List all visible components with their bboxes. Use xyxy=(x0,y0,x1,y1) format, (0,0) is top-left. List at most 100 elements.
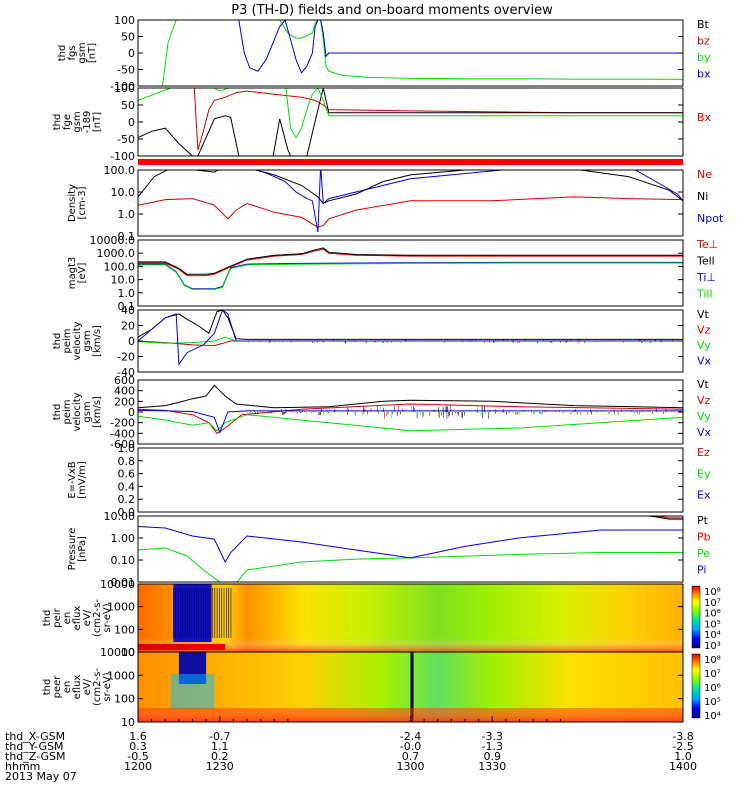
x-axis-area: thd_X-GSM thd_Y-GSM thd_Z-GSM hhmm 2013 … xyxy=(5,716,697,783)
legend-Vt: Vt xyxy=(697,308,710,321)
y-axis-label: gsm xyxy=(82,330,93,351)
colorbar-tick-label: 10⁵ xyxy=(704,697,721,708)
row-label-y-gsm: thd_Y-GSM xyxy=(5,740,64,753)
legend-Vt: Vt xyxy=(697,378,710,391)
series-temperature-Te⊥ xyxy=(138,248,683,277)
y-axis-label: en xyxy=(62,612,73,625)
electron-low-energy-band xyxy=(138,708,683,722)
legend-Bx: Bx xyxy=(697,111,712,124)
y-axis-label: [km/s] xyxy=(92,396,103,428)
colorbar-tick-label: 10⁶ xyxy=(704,609,721,620)
y-tick-label: -20 xyxy=(117,351,135,364)
x-axis-columns: 1.60.3-0.51200-0.71.10.21230-2.4-0.00.71… xyxy=(124,716,697,773)
series-fge-By xyxy=(138,88,683,139)
y-tick-label: 100 xyxy=(114,82,135,95)
y-tick-label: 100.0 xyxy=(104,164,136,177)
y-tick-label: 1.0 xyxy=(118,287,136,300)
panel-fgs: 100 50 0 -50 -100 thd fgs gsm [nT] Bt bz by bx xyxy=(57,14,711,93)
y-axis-label: peir xyxy=(52,607,63,627)
legend-Ez: Ez xyxy=(697,446,710,459)
lines-fgs xyxy=(138,20,683,86)
y-axis-label: thd xyxy=(57,45,68,62)
series-temperature-Tell xyxy=(138,247,683,275)
y-axis-label: [eV] xyxy=(77,263,88,284)
y-tick-label: 0.2 xyxy=(118,493,136,506)
x-tick-value: 0.7 xyxy=(402,750,420,763)
y-axis-label: [nT] xyxy=(92,112,103,132)
colorbar-tick-label: 10⁴ xyxy=(704,711,721,722)
legend-Till: Till xyxy=(696,288,713,301)
lines-pressure xyxy=(138,516,683,582)
y-tick-label: 50 xyxy=(121,99,135,112)
y-axis-label: E=-VxB xyxy=(67,461,78,498)
gap-separator-bar xyxy=(138,159,683,165)
legend-Vz: Vz xyxy=(697,394,711,407)
legend-Vy: Vy xyxy=(697,410,711,423)
panel-frame xyxy=(137,515,684,583)
y-axis-label: en xyxy=(62,681,73,694)
y-axis-label: thd xyxy=(42,610,53,627)
x-tick-value: -3.8 xyxy=(672,730,693,743)
series-velocity_mom-Vt xyxy=(138,310,683,340)
row-label-hhmm: hhmm xyxy=(5,760,40,773)
y-tick-label: 100 xyxy=(114,693,135,706)
y-axis-label: velocity xyxy=(72,392,83,431)
y-axis-label: gsm xyxy=(77,42,88,63)
x-tick-value: 0.3 xyxy=(129,740,147,753)
y-tick-label: 0.01 xyxy=(111,576,136,589)
x-tick-value: -3.3 xyxy=(482,730,503,743)
chart-title: P3 (TH-D) fields and on-board moments ov… xyxy=(231,3,553,18)
y-tick-label: 0.1 xyxy=(118,230,136,243)
y-tick-label: 1000.0 xyxy=(97,247,136,260)
y-axis-label: gsm xyxy=(82,401,93,422)
y-tick-label: 10000 xyxy=(100,578,135,591)
series-velocity_esa-Vx xyxy=(138,409,683,434)
x-tick-value: -0.5 xyxy=(127,750,148,763)
legend-Tell: Tell xyxy=(696,255,715,268)
x-tick-value: 0.9 xyxy=(484,750,502,763)
colorbar-tick-label: 10³ xyxy=(704,641,721,652)
x-tick-value: 1230 xyxy=(206,760,234,773)
y-axis-label: thd xyxy=(42,679,53,696)
y-axis-label: sr-eV) xyxy=(102,603,113,632)
y-tick-label: 600 xyxy=(114,374,135,387)
x-tick-value: 1330 xyxy=(478,760,506,773)
series-temperature-Till xyxy=(138,262,683,290)
y-tick-label: 10000 xyxy=(100,646,135,659)
legend-Vy: Vy xyxy=(697,339,711,352)
x-tick-value: -0.7 xyxy=(209,730,230,743)
panel-frame xyxy=(137,239,684,307)
series-density-Npot xyxy=(254,170,683,233)
y-axis-label: fge xyxy=(62,114,73,130)
y-axis-label: peim xyxy=(62,399,73,424)
lines-velocity_esa xyxy=(138,384,683,434)
y-tick-label: 1000 xyxy=(107,669,135,682)
y-tick-label: 0 xyxy=(128,335,135,348)
series-fgs-by xyxy=(138,20,683,86)
y-tick-label: 100 xyxy=(114,623,135,636)
y-tick-label: 0.6 xyxy=(118,468,136,481)
y-axis-label: Pressure xyxy=(67,528,78,571)
y-tick-label: 10 xyxy=(121,716,135,729)
y-axis-label: gsm xyxy=(72,111,83,132)
y-axis-label: velocity xyxy=(72,321,83,360)
y-tick-label: 0.0 xyxy=(118,506,136,519)
colorbar-tick-label: 10⁴ xyxy=(704,630,721,641)
electron-data-gap-line xyxy=(410,652,414,722)
spectrogram-spec_ion xyxy=(138,584,683,652)
colorbar-tick-label: 10⁷ xyxy=(704,598,721,609)
y-axis-label: [nPa] xyxy=(77,536,88,562)
x-tick-value: 1.6 xyxy=(129,730,147,743)
y-axis-label: Density xyxy=(67,184,78,222)
lines-temperature xyxy=(138,247,683,290)
y-axis-label: (cm2-s- xyxy=(92,668,103,706)
y-axis-label: [km/s] xyxy=(92,325,103,357)
spectrogram-low-energy xyxy=(138,584,683,652)
series-velocity_esa-Vy xyxy=(138,414,683,432)
colorbar-tick-label: 10⁵ xyxy=(704,619,721,630)
colorbar-spec_ion xyxy=(691,585,701,649)
y-axis-label: eV/ xyxy=(82,609,93,626)
